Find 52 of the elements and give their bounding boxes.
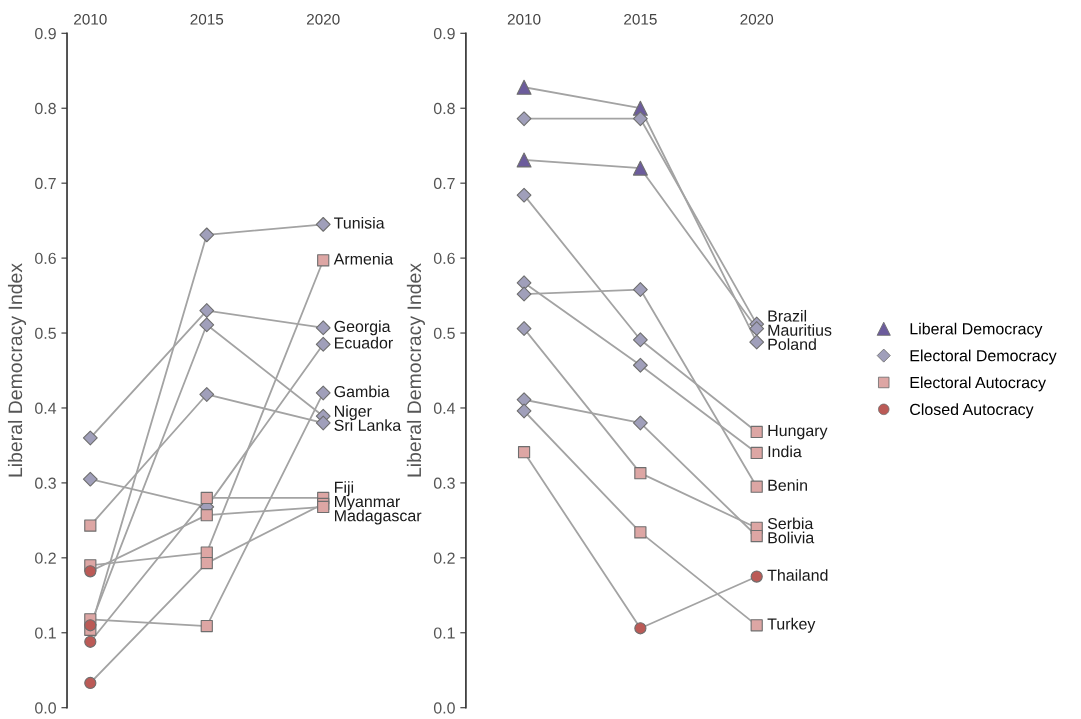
series-label: Tunisia bbox=[334, 216, 385, 229]
series-label: Gambia bbox=[334, 385, 390, 398]
x-tick-label: 2020 bbox=[307, 13, 340, 25]
series-label: Thailand bbox=[767, 569, 828, 581]
y-tick-label: 0.7 bbox=[35, 177, 56, 190]
y-tick-label: 0.7 bbox=[433, 177, 455, 190]
series-label: Turkey bbox=[767, 617, 816, 633]
series-label: Bolivia bbox=[768, 531, 815, 544]
y-tick-label: 0.8 bbox=[433, 102, 455, 115]
x-tick-label: 2020 bbox=[740, 13, 774, 25]
y-tick-label: 0.4 bbox=[35, 402, 57, 414]
series-label: Mauritius bbox=[768, 324, 832, 336]
y-axis-title: Liberal Democracy Index bbox=[7, 263, 27, 477]
y-tick-label: 0.9 bbox=[433, 27, 455, 40]
series-label: Hungary bbox=[768, 425, 828, 440]
y-tick-label: 0.6 bbox=[35, 252, 56, 265]
y-tick-label: 0.4 bbox=[433, 402, 456, 414]
x-tick-label: 2015 bbox=[190, 13, 224, 25]
series-label: Armenia bbox=[333, 252, 394, 265]
series-label: Ecuador bbox=[335, 336, 393, 349]
series-label: Brazil bbox=[768, 309, 807, 322]
series-label: Benin bbox=[768, 479, 807, 491]
y-axis-title: Liberal Democracy Index bbox=[406, 263, 425, 477]
y-tick-label: 0.2 bbox=[433, 552, 455, 564]
legend-label: Liberal Democracy bbox=[910, 322, 1043, 338]
y-tick-label: 0.1 bbox=[433, 627, 455, 639]
legend-label: Electoral Democracy bbox=[910, 349, 1057, 365]
series-label: Niger bbox=[335, 405, 372, 420]
series-label: Madagascar bbox=[335, 509, 422, 525]
y-tick-label: 0.5 bbox=[35, 327, 56, 339]
y-tick-label: 0.3 bbox=[35, 477, 56, 489]
y-tick-label: 0.1 bbox=[35, 627, 56, 639]
y-tick-label: 0.8 bbox=[35, 102, 56, 115]
series-label: Serbia bbox=[767, 517, 814, 530]
y-tick-label: 0.3 bbox=[433, 477, 455, 489]
y-tick-label: 0.2 bbox=[35, 552, 56, 564]
series-label: Sri Lanka bbox=[334, 419, 402, 431]
y-tick-label: 0.0 bbox=[433, 702, 455, 714]
y-tick-label: 0.5 bbox=[433, 327, 455, 339]
y-tick-label: 0.6 bbox=[433, 252, 455, 265]
y-tick-label: 0.0 bbox=[35, 702, 56, 714]
x-tick-label: 2010 bbox=[74, 13, 107, 25]
y-tick-label: 0.9 bbox=[35, 27, 56, 40]
series-label: Georgia bbox=[334, 320, 391, 336]
legend-label: Electoral Autocracy bbox=[910, 376, 1046, 392]
legend-label: Closed Autocracy bbox=[910, 403, 1034, 419]
series-label: Poland bbox=[768, 338, 816, 350]
series-label: Myanmar bbox=[335, 496, 400, 511]
series-label: India bbox=[768, 445, 802, 458]
x-tick-label: 2010 bbox=[507, 13, 541, 25]
x-tick-label: 2015 bbox=[624, 13, 657, 25]
series-label: Fiji bbox=[335, 481, 354, 497]
